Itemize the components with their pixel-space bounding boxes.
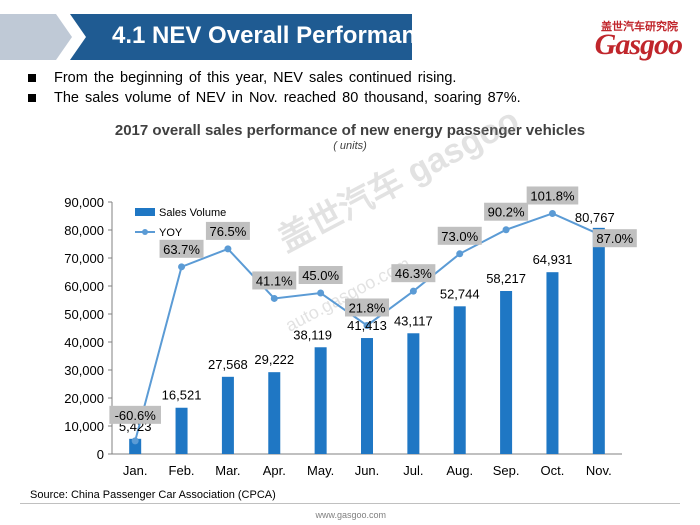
sales-bar <box>314 347 327 454</box>
bar-value-label: 80,767 <box>575 210 615 225</box>
title-banner <box>0 14 412 60</box>
x-tick-label: Aug. <box>446 463 473 478</box>
bar-value-label: 41,413 <box>347 318 387 333</box>
x-tick-label: Jan. <box>123 463 148 478</box>
yoy-label-box <box>109 405 161 424</box>
chart-title: 2017 overall sales performance of new en… <box>114 122 586 139</box>
yoy-label-box <box>526 186 579 205</box>
y-tick-label: 80,000 <box>64 223 104 238</box>
y-tick-label: 20,000 <box>64 391 104 406</box>
legend-swatch-sales <box>135 208 155 216</box>
sales-bar <box>268 372 281 454</box>
x-tick-label: Sep. <box>493 463 520 478</box>
yoy-label-box <box>484 202 529 221</box>
y-tick-label: 10,000 <box>64 419 104 434</box>
yoy-value-label: 41.1% <box>256 273 293 288</box>
yoy-point <box>456 250 464 258</box>
y-tick-label: 50,000 <box>64 307 104 322</box>
yoy-point <box>502 226 510 234</box>
source-note: Source: China Passenger Car Association … <box>30 489 276 501</box>
yoy-point <box>317 289 325 297</box>
yoy-point <box>363 321 371 329</box>
yoy-value-label: 63.7% <box>163 242 200 257</box>
yoy-value-label: -60.6% <box>115 408 157 423</box>
bullet-item: The sales volume of NEV in Nov. reached … <box>28 88 521 108</box>
x-tick-label: Mar. <box>215 463 240 478</box>
yoy-value-label: 101.8% <box>530 188 575 203</box>
yoy-value-label: 46.3% <box>395 266 432 281</box>
x-tick-label: Jun. <box>355 463 380 478</box>
logo-chinese-text: 盖世汽车研究院 <box>601 20 678 33</box>
yoy-point <box>178 263 186 271</box>
yoy-label-box <box>391 264 436 283</box>
yoy-label-box <box>298 266 343 284</box>
sales-bar <box>175 407 188 454</box>
x-tick-label: Feb. <box>169 463 195 478</box>
logo-english-text: Gasgoo <box>594 28 683 61</box>
page-title: 4.1 NEV Overall Performance <box>112 22 443 49</box>
bar-value-label: 27,568 <box>208 357 248 372</box>
sales-bar <box>361 338 373 454</box>
y-tick-label: 0 <box>97 447 104 462</box>
yoy-point <box>224 245 232 253</box>
yoy-value-label: 45.0% <box>302 268 339 283</box>
square-bullet-icon <box>28 94 36 102</box>
footer-url: www.gasgoo.com <box>315 510 386 520</box>
sales-bar <box>453 306 466 454</box>
bullet-text: The sales volume of NEV in Nov. reached … <box>54 90 521 106</box>
y-tick-label: 60,000 <box>64 279 104 294</box>
yoy-value-label: 90.2% <box>488 205 525 220</box>
y-tick-label: 40,000 <box>64 335 104 350</box>
chart-subtitle: ( units) <box>333 140 367 152</box>
yoy-point <box>270 294 278 302</box>
legend-label-yoy: YOY <box>159 227 183 239</box>
yoy-point <box>548 209 556 217</box>
bar-value-label: 52,744 <box>440 286 480 301</box>
sales-bar <box>221 376 234 454</box>
bar-value-label: 64,931 <box>533 252 573 267</box>
y-tick-label: 70,000 <box>64 251 104 266</box>
sales-bar <box>592 227 605 454</box>
bar-value-label: 43,117 <box>394 313 433 328</box>
yoy-value-label: 76.5% <box>209 224 246 239</box>
bullet-item: From the beginning of this year, NEV sal… <box>28 68 521 88</box>
legend-marker-yoy <box>142 229 148 235</box>
yoy-label-box <box>592 229 637 248</box>
yoy-label-box <box>159 239 204 258</box>
x-tick-label: Oct. <box>541 463 565 478</box>
yoy-label-box <box>252 271 297 290</box>
bar-value-label: 16,521 <box>162 388 202 403</box>
x-tick-label: Apr. <box>263 463 286 478</box>
yoy-point <box>131 437 139 445</box>
yoy-point <box>409 287 417 295</box>
yoy-label-box <box>437 226 482 245</box>
yoy-label-box <box>205 221 250 240</box>
legend-label-sales: Sales Volume <box>159 207 226 219</box>
bar-value-label: 38,119 <box>293 327 332 342</box>
bullet-list: From the beginning of this year, NEV sal… <box>28 68 521 108</box>
x-tick-label: Jul. <box>403 463 423 478</box>
yoy-value-label: 73.0% <box>441 229 478 244</box>
yoy-label-box <box>345 298 389 317</box>
x-tick-label: Nov. <box>586 463 612 478</box>
sales-bar <box>500 290 513 454</box>
y-tick-label: 90,000 <box>64 195 104 210</box>
footer-divider <box>20 503 680 504</box>
sales-bar <box>407 333 420 454</box>
sales-bar <box>546 272 559 454</box>
yoy-value-label: 87.0% <box>596 231 633 246</box>
y-tick-label: 30,000 <box>64 363 104 378</box>
bar-value-label: 58,217 <box>486 271 526 286</box>
x-tick-label: May. <box>307 463 334 478</box>
gasgoo-logo: 盖世汽车研究院 Gasgoo <box>532 18 683 62</box>
square-bullet-icon <box>28 74 36 82</box>
yoy-value-label: 21.8% <box>349 300 386 315</box>
bullet-text: From the beginning of this year, NEV sal… <box>54 70 457 86</box>
bar-value-label: 29,222 <box>254 352 294 367</box>
header: 4.1 NEV Overall Performance 盖世汽车研究院 Gasg… <box>0 14 700 62</box>
